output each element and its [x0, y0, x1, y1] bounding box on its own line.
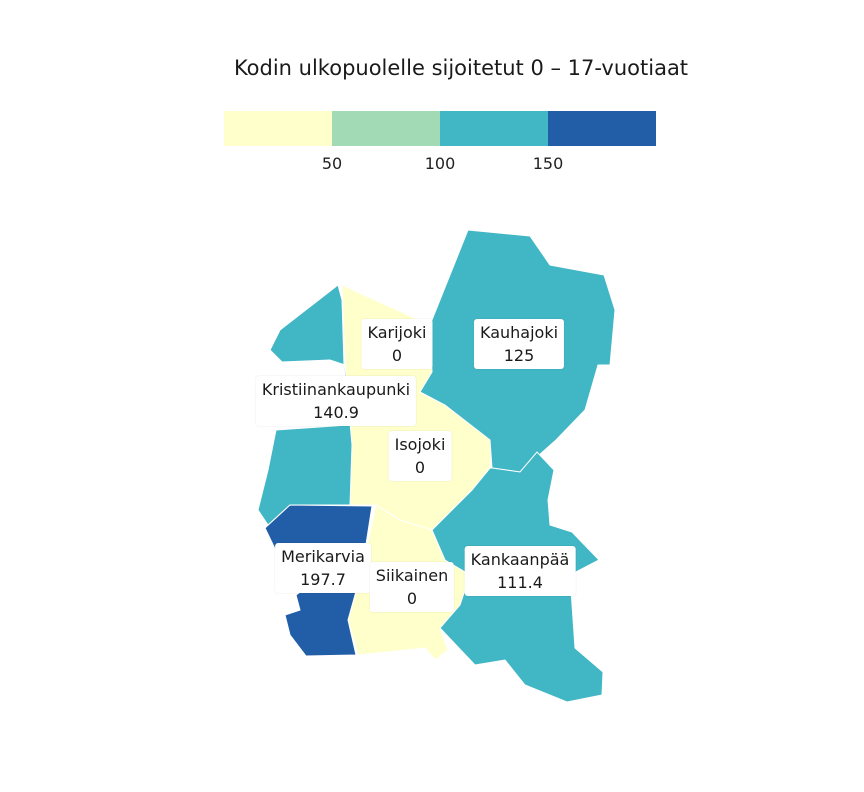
legend-bin-3 — [440, 111, 548, 146]
region-name: Kankaanpää — [470, 550, 570, 569]
region-name: Merikarvia — [281, 547, 365, 566]
region-name: Kauhajoki — [479, 323, 559, 342]
region-value: 0 — [414, 458, 426, 477]
map-title: Kodin ulkopuolelle sijoitetut 0 – 17-vuo… — [233, 56, 689, 80]
region-name: Siikainen — [375, 566, 449, 585]
region-value: 197.7 — [300, 570, 346, 589]
region-value: 125 — [503, 346, 535, 365]
color-legend — [224, 111, 656, 146]
region-label-kristiinankaupunki: Kristiinankaupunki 140.9 — [255, 376, 417, 426]
region-value: 111.4 — [497, 573, 543, 592]
region-label-isojoki: Isojoki 0 — [388, 431, 452, 481]
region-name: Kristiinankaupunki — [261, 380, 411, 399]
region-value: 0 — [391, 346, 403, 365]
region-name: Isojoki — [394, 435, 446, 454]
region-value: 0 — [406, 589, 418, 608]
legend-bin-4 — [548, 111, 656, 146]
region-label-kauhajoki: Kauhajoki 125 — [473, 319, 565, 369]
legend-tick: 50 — [321, 154, 343, 173]
region-label-kankaanpaa: Kankaanpää 111.4 — [464, 546, 576, 596]
region-label-merikarvia: Merikarvia 197.7 — [275, 543, 371, 593]
legend-tick: 150 — [532, 154, 564, 173]
region-label-siikainen: Siikainen 0 — [369, 562, 455, 612]
region-label-karijoki: Karijoki 0 — [361, 319, 433, 369]
legend-tick: 100 — [424, 154, 456, 173]
legend-bin-1 — [224, 111, 332, 146]
region-name: Karijoki — [367, 323, 427, 342]
legend-bin-2 — [332, 111, 440, 146]
region-value: 140.9 — [313, 403, 359, 422]
